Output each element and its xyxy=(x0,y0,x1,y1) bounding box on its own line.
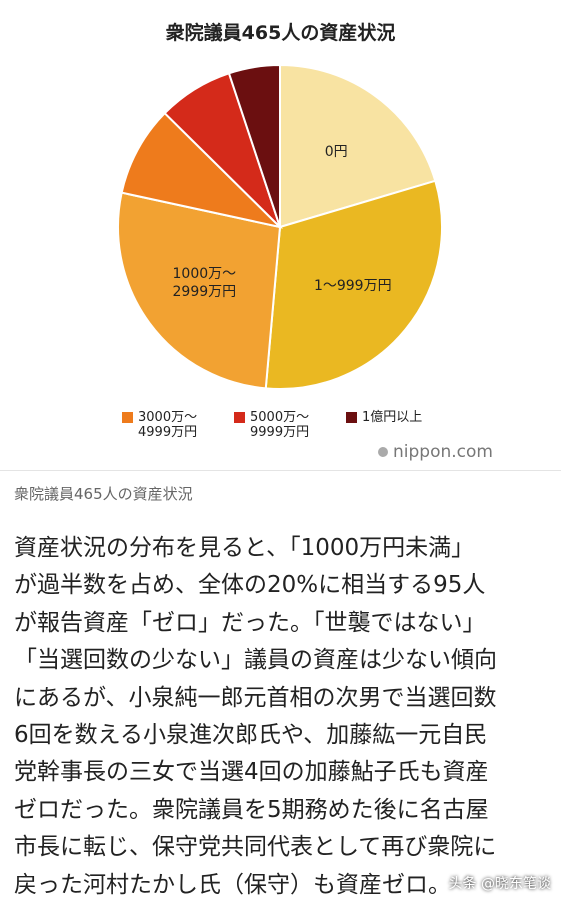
legend-item: 5000万～ 9999万円 xyxy=(234,410,309,440)
text-line: が過半数を占め、全体の20%に相当する95人 xyxy=(14,572,486,599)
chart xyxy=(117,63,443,390)
pie-slice xyxy=(120,111,284,229)
chart-title: 衆院議員465人の資産状況 xyxy=(165,22,396,44)
legend-label: 1億円以上 xyxy=(362,410,423,425)
slice-label: 1000万～ 2999万円 xyxy=(172,265,237,300)
text-line: が報告資産「ゼロ」だった。「世襲ではない」 xyxy=(14,609,486,636)
legend-swatch xyxy=(234,412,245,423)
watermark: 头条 @晓东笔谈 xyxy=(448,876,551,892)
caption: 衆院議員465人の資産状況 xyxy=(14,485,193,503)
text-line: 資産状況の分布を見ると、「1000万円未満」 xyxy=(14,535,475,561)
text-line: 「当選回数の少ない」議員の資産は少ない傾向 xyxy=(14,647,497,674)
text-line: 6回を数える小泉進次郎氏や、加藤紘一元自民 xyxy=(14,722,488,749)
divider xyxy=(0,470,561,471)
text-line: 市長に転じ、保守党共同代表として再び衆院に xyxy=(14,834,497,861)
pie-slice xyxy=(227,63,281,228)
slice-label: 1～999万円 xyxy=(313,278,392,295)
article-body: 資産状況の分布を見ると、「1000万円未満」 が過半数を占め、全体の20%に相当す… xyxy=(14,530,497,904)
legend-swatch xyxy=(122,412,133,423)
text-line: 戻った河村たかし氏（保守）も資産ゼロ。 xyxy=(14,871,451,898)
legend-label: 3000万～ 4999万円 xyxy=(138,410,198,440)
legend-label: 5000万～ 9999万円 xyxy=(250,410,310,440)
text-line: 党幹事長の三女で当選4回の加藤鮎子氏も資産 xyxy=(14,759,489,786)
text-line: にあるが、小泉純一郎元首相の次男で当選回数 xyxy=(14,684,497,711)
pie-slice xyxy=(279,63,437,229)
source: nippon.com xyxy=(378,442,493,462)
slice-label: 0円 xyxy=(324,143,348,160)
legend-swatch xyxy=(346,412,357,423)
pie-slice xyxy=(117,191,282,390)
pie-slice xyxy=(264,179,443,390)
legend-item: 3000万～ 4999万円 xyxy=(122,410,197,440)
text-line: ゼロだった。衆院議員を5期務めた後に名古屋 xyxy=(14,796,489,823)
legend-item: 1億円以上 xyxy=(346,410,422,425)
